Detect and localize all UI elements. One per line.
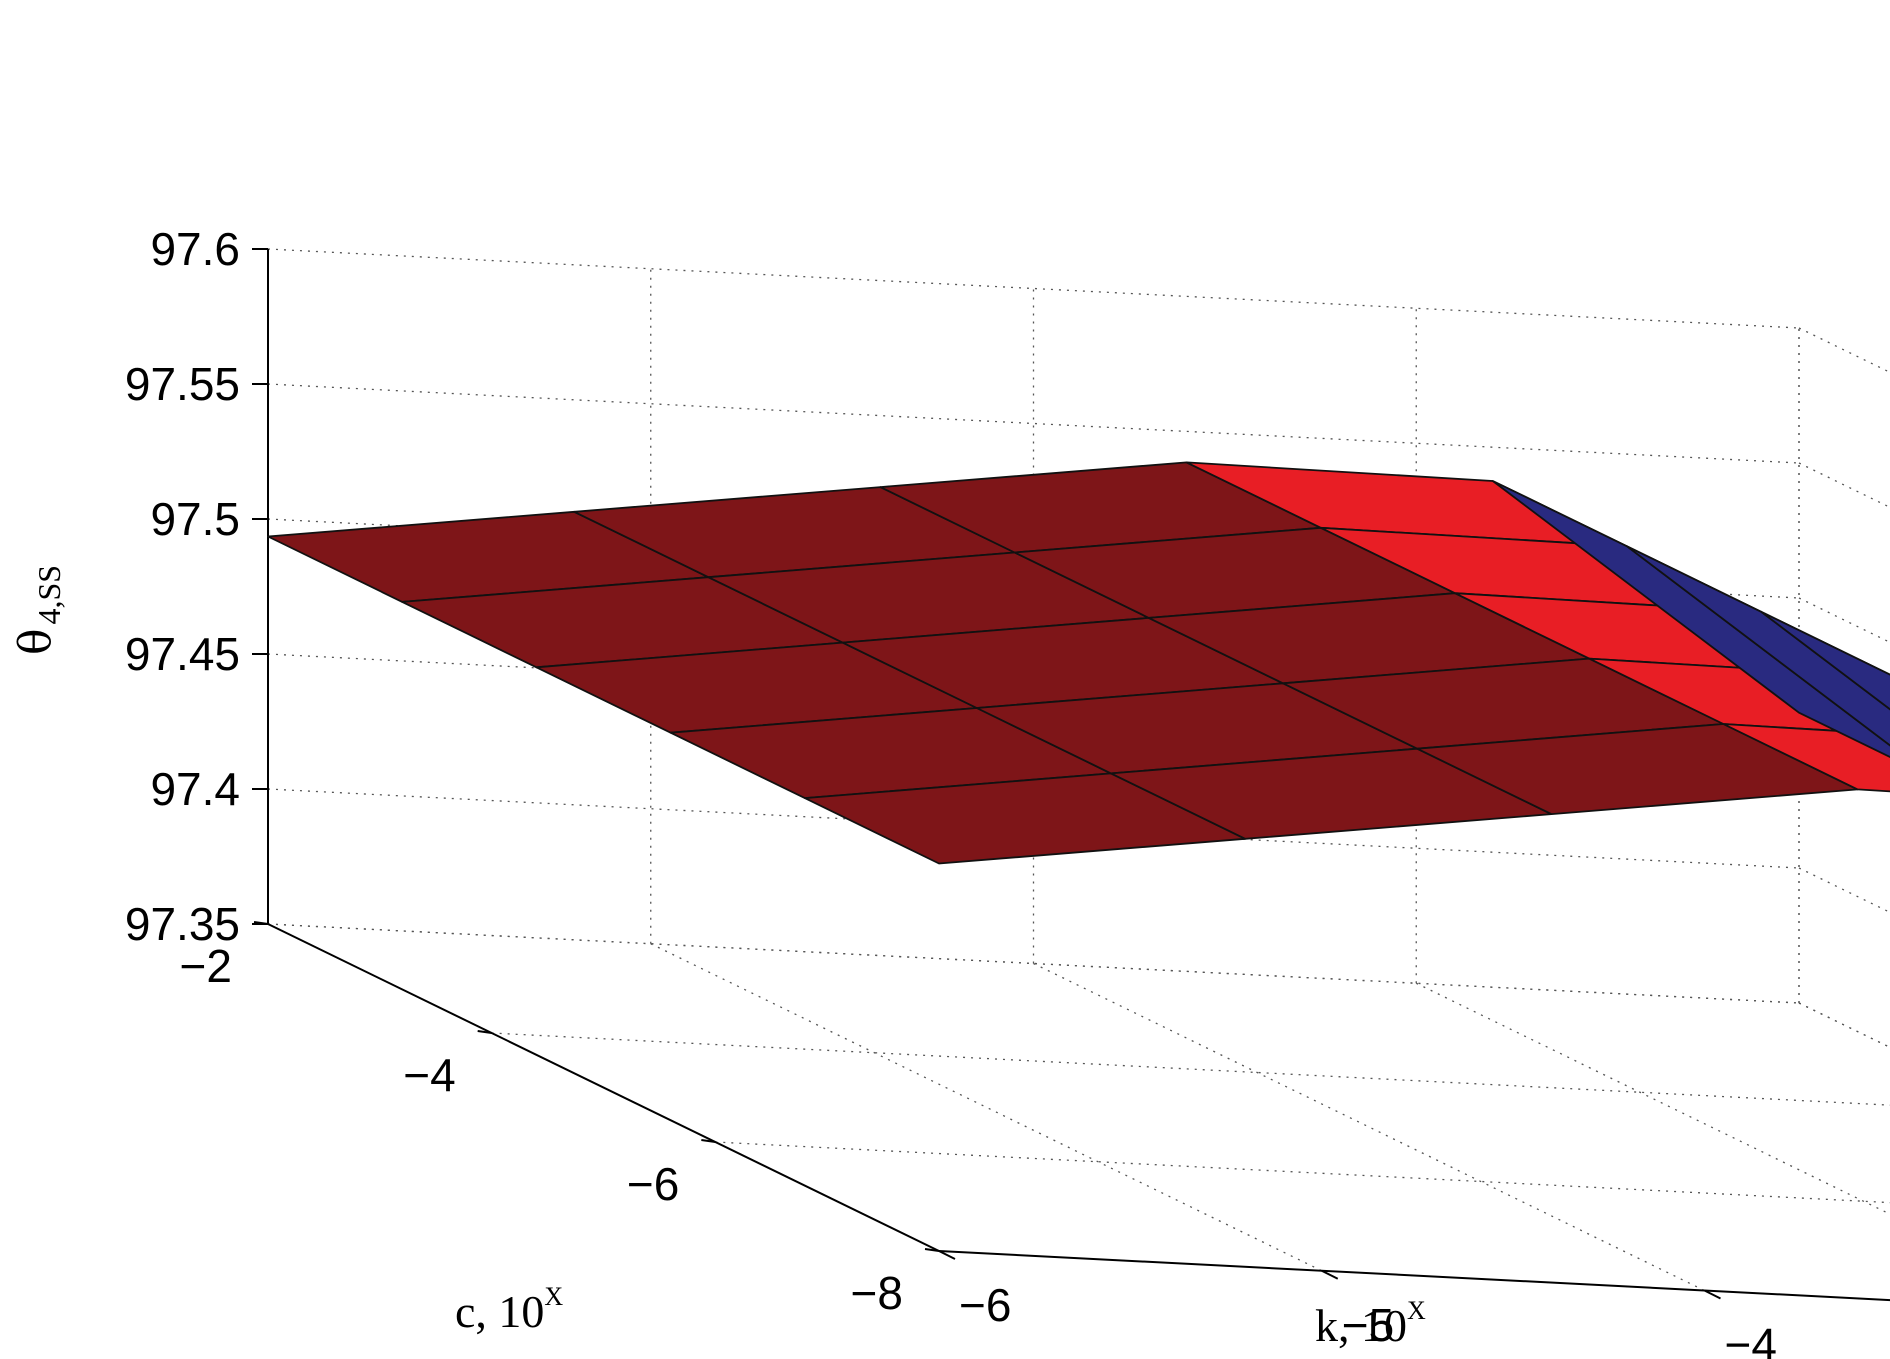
k-tick-mark — [1704, 1289, 1721, 1300]
c-tick-mark — [253, 921, 269, 925]
k-tick-mark — [938, 1250, 956, 1260]
c-tick-mark — [924, 1248, 940, 1252]
k-tick-label: −4 — [1725, 1319, 1777, 1359]
z-tick-label: 97.55 — [125, 358, 240, 410]
k-tick-label: −6 — [959, 1279, 1011, 1331]
c-tick-mark — [701, 1139, 716, 1143]
z-tick-label: 97.4 — [150, 763, 240, 815]
c-tick-label: −2 — [180, 940, 232, 992]
c-tick-mark — [477, 1030, 492, 1034]
z-axis-label: θ4,SS — [10, 565, 67, 655]
grid-line-z-back — [267, 248, 1800, 329]
z-tick-label: 97.35 — [125, 898, 240, 950]
surface-patch — [1626, 545, 1890, 747]
surface-patch — [1760, 610, 1890, 711]
c-tick-label: −4 — [403, 1049, 455, 1101]
grid-line-c-floor — [715, 1141, 1890, 1204]
surface-patch — [1491, 480, 1890, 759]
surface-patch — [1722, 723, 1890, 793]
grid-line-k-floor — [1415, 982, 1890, 1215]
grid-line-z-side — [1798, 867, 1890, 914]
c-tick-label: −8 — [851, 1267, 903, 1319]
c-axis-label: c, 10X — [455, 1282, 563, 1337]
c-tick-label: −6 — [627, 1158, 679, 1210]
z-tick-label: 97.6 — [150, 223, 240, 275]
axis-layer — [252, 248, 1890, 1302]
z-tick-label: 97.45 — [125, 628, 240, 680]
grid-line-z-side — [1798, 327, 1890, 374]
grid-line-z-side — [1798, 1002, 1890, 1049]
grid-line-k-floor — [1033, 962, 1705, 1292]
grid-line-c-floor — [491, 1032, 1890, 1106]
grid-line-k-floor — [1798, 1002, 1890, 1049]
z-tick-label: 97.5 — [150, 493, 240, 545]
k-tick-mark — [1321, 1269, 1339, 1280]
grid-line-k-floor — [650, 943, 1323, 1272]
k-tick-label: −5 — [1342, 1299, 1394, 1351]
k-axis-label: k, 10X — [1315, 1296, 1426, 1351]
c-axis-line — [267, 923, 940, 1252]
tick-label-layer: 97.35 97.4 97.45 97.5 97.55 97.6 −2 −4 −6 −8 −6 −5 −… — [125, 223, 1777, 1359]
surface-layer — [267, 461, 1890, 865]
